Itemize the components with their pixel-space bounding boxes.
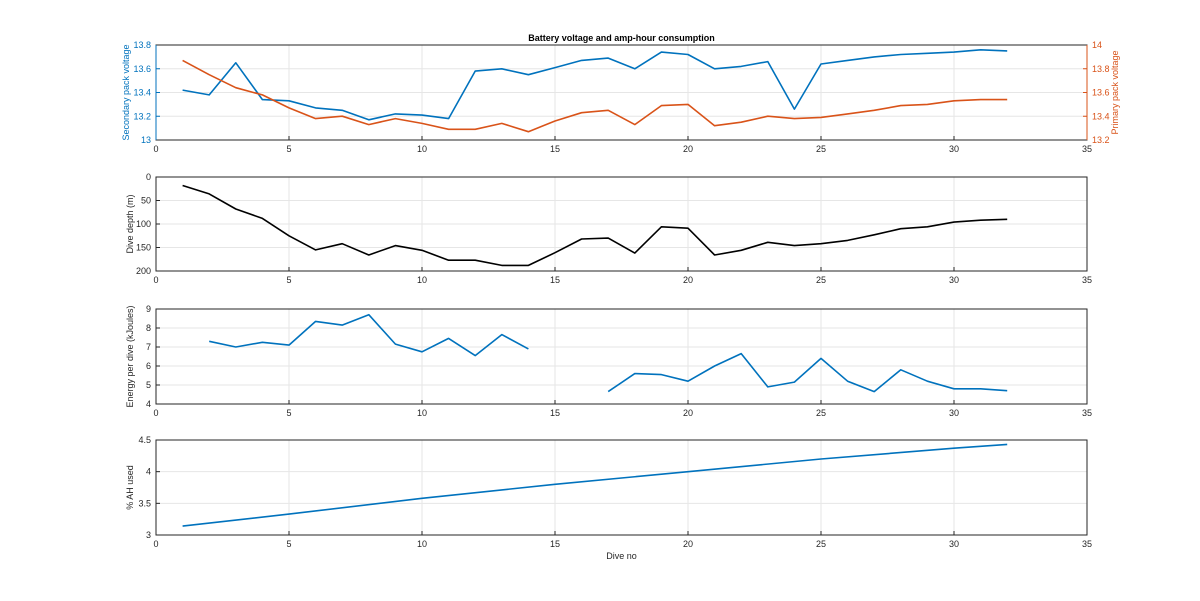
x-tick-label: 30 [949,539,959,549]
y-right-tick-label: 13.8 [1092,64,1110,74]
axes-box [155,176,1088,272]
panels: 0 5 10 15 20 25 30 351313.213.413.613.813.213.4… [121,33,1120,561]
x-tick-label: 25 [816,539,826,549]
series-line-1 [182,443,1008,527]
y-tick-label: 13.8 [133,40,151,50]
x-tick-label: 10 [417,144,427,154]
y-tick-label: 150 [136,243,151,253]
x-tick-label: 10 [417,275,427,285]
x-tick-label: 5 [286,275,291,285]
y-tick-label: 100 [136,219,151,229]
y-axis-label: Dive depth (m) [125,194,135,253]
y-tick-label: 6 [146,361,151,371]
x-tick-label: 5 [286,144,291,154]
y-tick-label: 200 [136,266,151,276]
x-tick-label: 30 [949,275,959,285]
axes-box [155,308,1088,405]
y-tick-label: 5 [146,380,151,390]
x-tick-label: 0 [153,144,158,154]
y-axis-label: Energy per dive (kJoules) [125,305,135,407]
y-tick-label: 4 [146,399,151,409]
series-line-2 [182,59,1008,133]
x-tick-label: 5 [286,539,291,549]
x-tick-label: 0 [153,275,158,285]
x-axis-label: Dive no [606,551,637,561]
y-tick-label: 3 [146,530,151,540]
chart-panel-3: 0 5 10 15 20 25 30 35 4 5 6 7 8 9 Energy per dive (kJo… [125,304,1092,418]
x-tick-label: 0 [153,408,158,418]
x-tick-label: 25 [816,275,826,285]
x-tick-label: 20 [683,144,693,154]
y-tick-label: 13.6 [133,64,151,74]
x-tick-label: 20 [683,275,693,285]
x-tick-label: 25 [816,408,826,418]
y-right-tick-label: 13.6 [1092,88,1110,98]
x-tick-label: 5 [286,408,291,418]
y-tick-label: 50 [141,196,151,206]
x-tick-label: 35 [1082,408,1092,418]
y-tick-label: 0 [146,172,151,182]
chart-panel-2: 0 5 10 15 20 25 30 35 0 50 100 150 200 Dive depth (m) [125,172,1092,285]
x-tick-label: 25 [816,144,826,154]
y-tick-label: 4 [146,467,151,477]
chart-panel-1: 0 5 10 15 20 25 30 35 13 13.2 13.4 13.6 13.8 13.2 13.4… [121,33,1120,154]
y-tick-label: 3.5 [138,498,151,508]
x-tick-label: 0 [153,539,158,549]
x-tick-label: 20 [683,408,693,418]
axes-box [155,439,1088,536]
y-tick-label: 13 [141,135,151,145]
y-right-tick-label: 13.2 [1092,135,1110,145]
x-tick-label: 15 [550,144,560,154]
x-tick-label: 10 [417,539,427,549]
plot-area [156,309,1087,404]
y-tick-label: 8 [146,323,151,333]
y-tick-label: 9 [146,304,151,314]
y-axis-label: % AH used [125,465,135,510]
y-axis-label: Secondary pack voltage [121,44,131,140]
y-tick-label: 13.4 [133,88,151,98]
x-tick-label: 15 [550,408,560,418]
series-line-1 [607,352,1008,393]
series-line-1 [182,184,1008,267]
x-tick-label: 30 [949,144,959,154]
series-line-1 [182,48,1008,121]
y-tick-label: 4.5 [138,435,151,445]
x-tick-label: 35 [1082,144,1092,154]
y-right-tick-label: 13.4 [1092,111,1110,121]
x-tick-label: 20 [683,539,693,549]
x-tick-label: 10 [417,408,427,418]
chart-title: Battery voltage and amp-hour consumption [528,33,715,43]
y-tick-label: 13.2 [133,111,151,121]
y-right-axis-label: Primary pack voltage [1110,50,1120,134]
x-tick-label: 30 [949,408,959,418]
x-tick-label: 35 [1082,275,1092,285]
y-right-tick-label: 14 [1092,40,1102,50]
x-tick-label: 15 [550,275,560,285]
chart-panel-4: 0 5 10 15 20 25 30 35 3 3.5 4 4.5 % AH used Dive no [125,435,1092,561]
series-line-1 [209,313,529,357]
plot-area [156,440,1087,535]
x-tick-label: 15 [550,539,560,549]
x-tick-label: 35 [1082,539,1092,549]
y-tick-label: 7 [146,342,151,352]
